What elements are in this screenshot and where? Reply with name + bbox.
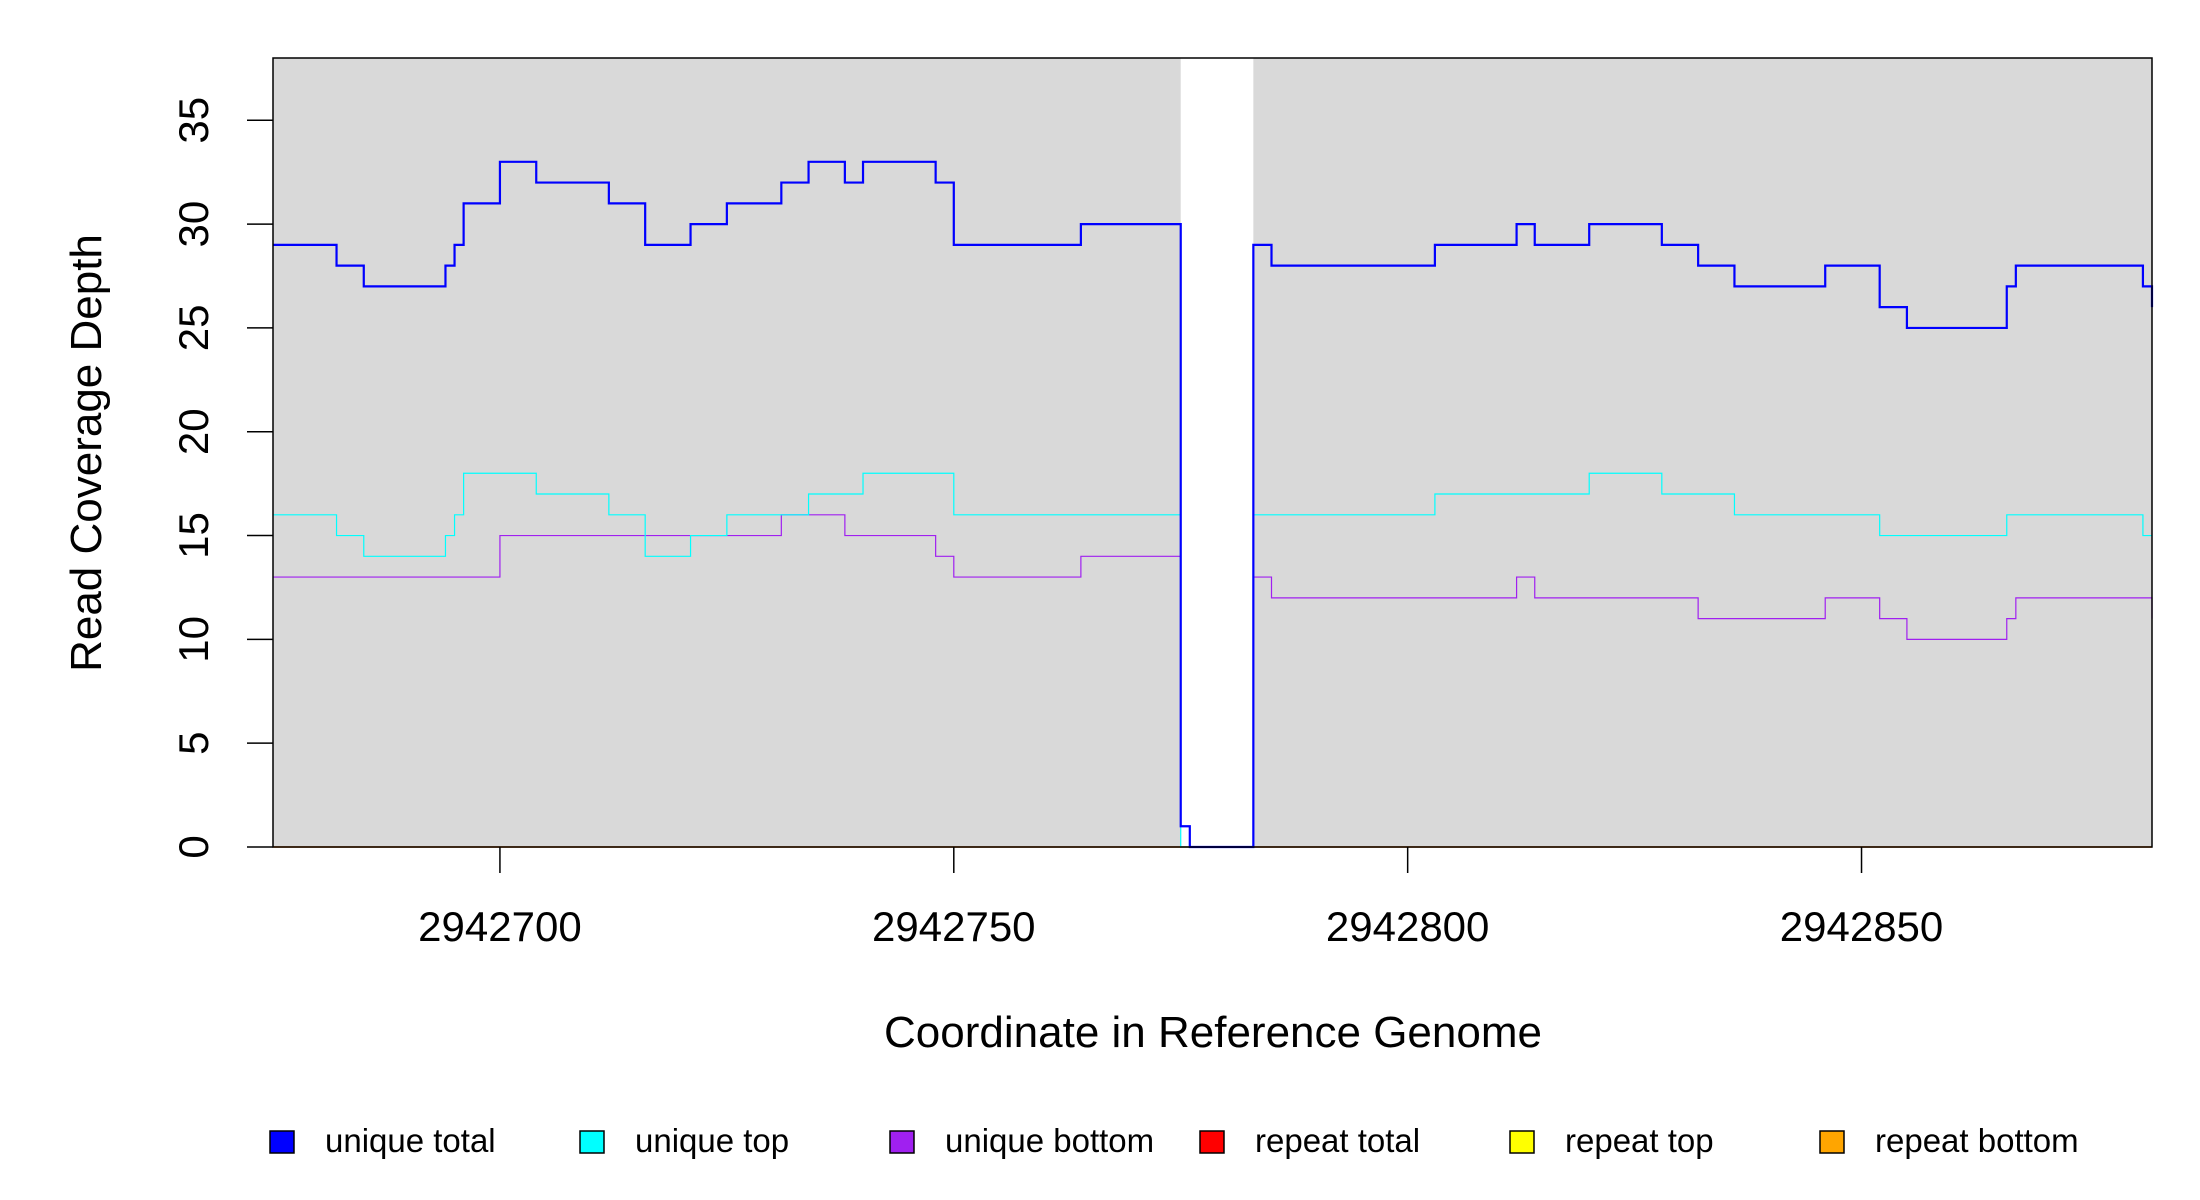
legend-swatch-unique-bottom [889, 1130, 915, 1154]
x-tick-label: 2942850 [1780, 903, 1944, 950]
y-axis-title: Read Coverage Depth [62, 234, 111, 672]
legend-label-repeat-top: repeat top [1565, 1122, 1714, 1159]
legend-label-unique-bottom: unique bottom [945, 1122, 1154, 1159]
legend-label-unique-total: unique total [325, 1122, 496, 1159]
legend-label-repeat-bottom: repeat bottom [1875, 1122, 2079, 1159]
legend-label-unique-top: unique top [635, 1122, 789, 1159]
y-tick-label: 35 [170, 97, 217, 144]
y-tick-label: 0 [170, 835, 217, 858]
legend-label-repeat-total: repeat total [1255, 1122, 1420, 1159]
legend-swatch-repeat-top [1509, 1130, 1535, 1154]
y-tick-label: 25 [170, 305, 217, 352]
y-tick-label: 10 [170, 616, 217, 663]
x-tick-label: 2942800 [1326, 903, 1490, 950]
legend-swatch-repeat-total [1199, 1130, 1225, 1154]
legend-swatch-unique-total [269, 1130, 295, 1154]
series-line-unique-top [273, 472, 2152, 848]
legend-swatch-unique-top [579, 1130, 605, 1154]
series-line-unique-total [273, 160, 2154, 849]
x-axis-title: Coordinate in Reference Genome [884, 1008, 1542, 1057]
legend: unique total unique top unique bottom repea… [269, 1122, 2079, 1159]
gap-rect [1180, 58, 1254, 847]
plot-frame [272, 57, 2153, 848]
x-tick-label: 2942700 [418, 903, 582, 950]
y-axis: 0 5 10 15 20 25 30 35 [170, 97, 273, 859]
gap-region [1180, 58, 1254, 847]
legend-swatch-repeat-bottom [1819, 1130, 1845, 1154]
y-tick-label: 5 [170, 732, 217, 755]
frame-rect [272, 57, 2153, 848]
series-line-unique-bottom [273, 514, 2153, 848]
y-tick-label: 30 [170, 201, 217, 248]
x-axis: 2942700 2942750 2942800 2942850 [418, 847, 1943, 950]
x-tick-label: 2942750 [872, 903, 1036, 950]
y-tick-label: 15 [170, 512, 217, 559]
y-tick-label: 20 [170, 408, 217, 455]
